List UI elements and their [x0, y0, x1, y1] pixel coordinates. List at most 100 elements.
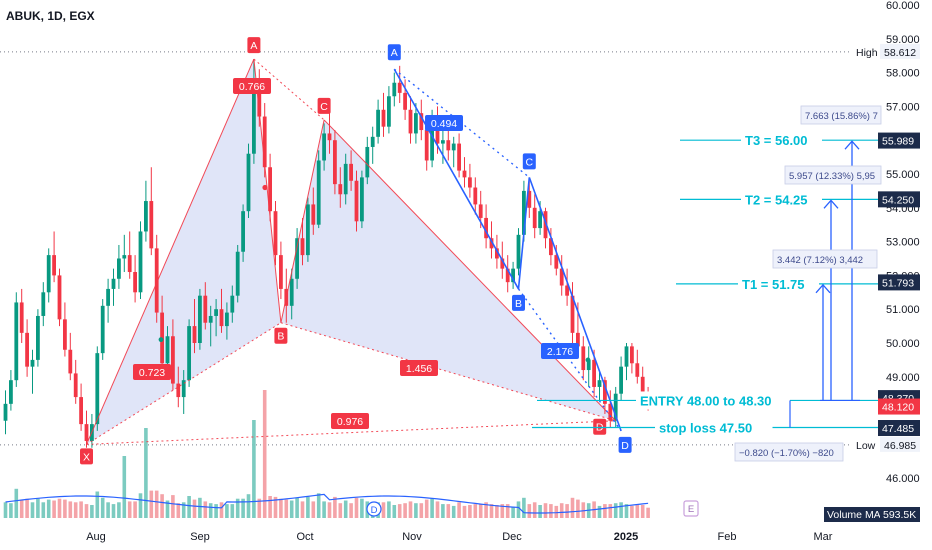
red-ratio-label-bg — [133, 364, 171, 380]
candle-body — [414, 113, 418, 134]
level-label: T3 = 56.00 — [745, 133, 808, 148]
price-tag: 54.250 — [882, 194, 914, 206]
candle-body — [171, 336, 175, 384]
volume-bar — [446, 504, 451, 518]
low-label: Low — [856, 440, 876, 452]
volume-bar — [403, 503, 407, 518]
volume-bar — [289, 500, 294, 518]
candle-body — [79, 397, 83, 425]
volume-bar — [144, 428, 148, 518]
volume-bar — [392, 505, 397, 518]
volume-bar — [581, 502, 586, 518]
volume-bar — [522, 497, 526, 518]
volume-bar — [203, 501, 208, 518]
red-point-a-bg — [247, 37, 261, 54]
volume-bar — [122, 456, 127, 518]
volume-bar — [133, 501, 137, 518]
volume-bar — [198, 497, 202, 518]
volume-bar — [543, 503, 548, 518]
volume-bar — [559, 503, 564, 518]
blue-ratio-label-bg — [425, 115, 463, 131]
volume-bar — [257, 498, 262, 518]
candle-body — [549, 238, 553, 256]
volume-bar — [57, 498, 62, 518]
price-tag-bg — [878, 191, 920, 208]
level-label-bg — [741, 131, 822, 150]
volume-bar — [262, 390, 267, 518]
candle-body — [640, 376, 645, 394]
blue-point-d-bg — [618, 436, 632, 453]
candle-body — [532, 207, 537, 229]
candle-body — [624, 346, 629, 367]
volume-bar — [138, 493, 143, 518]
volume-bar — [14, 488, 19, 518]
leg-cd — [323, 119, 617, 422]
y-tick-label: 51.000 — [886, 304, 920, 316]
candle-body — [198, 295, 202, 343]
candle-body — [214, 309, 218, 316]
volume-bar — [311, 501, 316, 518]
volume-bar — [468, 505, 472, 518]
volume-bar — [630, 505, 634, 518]
volume-bar — [219, 502, 224, 518]
price-tag-bg — [878, 420, 920, 437]
volume-bar — [462, 505, 467, 518]
candle-body — [208, 315, 213, 323]
candle-body — [370, 136, 375, 147]
volume-bar — [68, 501, 73, 518]
candle-body — [225, 312, 229, 327]
candle-body — [63, 319, 67, 350]
red-ratio-label-bg — [400, 360, 438, 376]
candle-body — [203, 295, 208, 323]
axis-layer: 60.00059.00058.00057.00056.00055.00054.0… — [86, 0, 920, 543]
red-point-x: X — [83, 451, 90, 463]
candle-body — [333, 140, 337, 185]
high-label: High — [856, 47, 878, 59]
candle-body — [100, 305, 105, 354]
volume-ma-value-bg — [880, 507, 920, 522]
blue-point-b-bg — [512, 294, 525, 311]
candle-body — [14, 302, 19, 381]
volume-bar — [165, 500, 170, 518]
candle-body — [257, 82, 262, 117]
blue-leg-ab — [393, 68, 520, 290]
xab-triangle — [86, 59, 281, 445]
volume-bar — [3, 502, 8, 518]
volume-bar — [516, 501, 521, 518]
candle-body — [527, 190, 532, 208]
candle-body — [603, 380, 607, 404]
candle-body — [122, 255, 127, 259]
volume-bar — [473, 504, 478, 518]
volume-bar — [171, 495, 175, 518]
candle-body — [149, 201, 154, 249]
candle-body — [581, 346, 586, 371]
volume-bar — [424, 499, 429, 518]
x-tick-label: Sep — [190, 531, 210, 543]
y-tick-label: 55.000 — [886, 169, 920, 181]
candle-body — [522, 190, 526, 235]
volume-bar — [252, 420, 256, 518]
blue-ratio-label: 2.176 — [547, 346, 573, 358]
measure-box — [734, 442, 844, 462]
volume-bar — [457, 502, 461, 518]
volume-bar — [41, 502, 46, 518]
candle-body — [19, 302, 24, 333]
ratio-line-bd — [280, 322, 616, 422]
volume-bar — [273, 496, 278, 518]
volume-bar — [192, 499, 197, 518]
candle-body — [392, 82, 397, 97]
volume-bar — [478, 504, 483, 518]
volume-bar — [597, 505, 602, 518]
volume-bar — [214, 504, 218, 518]
y-tick-label: 49.000 — [886, 372, 920, 384]
volume-bar — [63, 499, 67, 518]
volume-bar — [549, 504, 553, 518]
candle-body — [635, 363, 640, 377]
volume-bar — [527, 504, 532, 518]
volume-bar — [397, 504, 402, 518]
x-tick-label: Oct — [296, 531, 313, 543]
x-tick-label: Mar — [814, 531, 833, 543]
bcd-triangle — [280, 119, 616, 421]
volume-bar — [181, 502, 186, 518]
